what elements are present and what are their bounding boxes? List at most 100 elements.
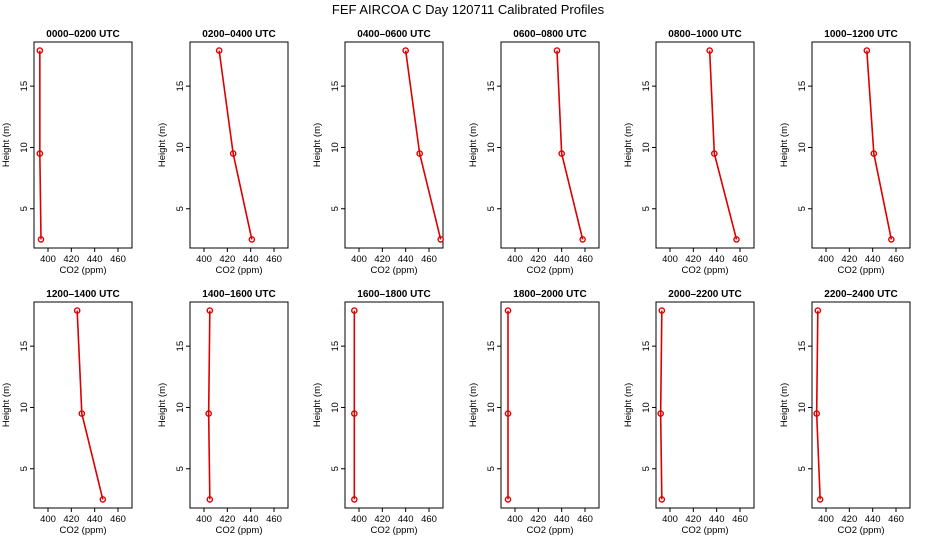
y-axis-label: Height (m)	[779, 383, 790, 427]
panel-title: 2200–2400 UTC	[824, 289, 897, 300]
x-tick-label: 420	[219, 514, 235, 525]
profile-point	[657, 410, 664, 417]
x-tick-label: 440	[398, 254, 414, 265]
y-tick-label: 5	[486, 206, 497, 211]
x-tick-label: 420	[685, 254, 701, 265]
x-tick-label: 400	[662, 254, 678, 265]
x-axis-label: CO2 (ppm)	[216, 525, 263, 536]
profile-point	[863, 47, 871, 54]
x-tick-label: 460	[266, 514, 282, 525]
profile-panel: 0000–0200 UTC 400 420 440 460 5 10 15 CO2 (ppm) H…	[1, 29, 133, 276]
y-tick-label: 5	[330, 206, 341, 211]
y-tick-label: 5	[797, 206, 808, 211]
x-tick-label: 420	[374, 254, 390, 265]
x-tick-label: 460	[888, 514, 904, 525]
profile-point	[37, 236, 45, 243]
profile-panel: 0200–0400 UTC 400 420 440 460 5 10 15 CO2 (ppm) H…	[157, 29, 289, 276]
panel-title: 1600–1800 UTC	[357, 289, 430, 300]
y-tick-label: 15	[19, 81, 30, 92]
profile-point	[816, 496, 824, 503]
y-tick-label: 5	[175, 206, 186, 211]
profile-point	[504, 410, 512, 417]
profile-point	[437, 236, 444, 243]
plot-frame	[655, 301, 755, 509]
x-tick-label: 420	[63, 254, 79, 265]
x-tick-label: 420	[841, 514, 857, 525]
x-tick-label: 400	[40, 254, 56, 265]
y-tick-label: 10	[19, 142, 30, 153]
plot-frame	[655, 41, 755, 249]
y-tick-label: 15	[797, 341, 808, 352]
x-tick-label: 460	[577, 254, 593, 265]
x-tick-label: 460	[110, 254, 126, 265]
y-tick-label: 15	[486, 341, 497, 352]
x-axis-label: CO2 (ppm)	[527, 525, 574, 536]
y-tick-label: 10	[797, 402, 808, 413]
panel-title: 1400–1600 UTC	[202, 289, 275, 300]
x-tick-label: 440	[87, 254, 103, 265]
y-tick-label: 5	[486, 466, 497, 471]
x-tick-label: 440	[554, 254, 570, 265]
profile-point	[658, 496, 666, 503]
y-tick-label: 15	[19, 341, 30, 352]
x-tick-label: 400	[818, 254, 834, 265]
profile-point	[248, 236, 256, 243]
y-axis-label: Height (m)	[1, 123, 12, 167]
x-tick-label: 400	[40, 514, 56, 525]
x-tick-label: 400	[507, 254, 523, 265]
panel-title: 0200–0400 UTC	[202, 29, 275, 40]
x-tick-label: 440	[709, 514, 725, 525]
x-axis-label: CO2 (ppm)	[371, 525, 418, 536]
profile-panel: 2000–2200 UTC 400 420 440 460 5 10 15 CO2 (ppm) H…	[623, 289, 755, 536]
y-axis-label: Height (m)	[312, 383, 323, 427]
x-tick-label: 420	[63, 514, 79, 525]
x-tick-label: 460	[421, 514, 437, 525]
x-axis-label: CO2 (ppm)	[216, 265, 263, 276]
profile-panel: 1200–1400 UTC 400 420 440 460 5 10 15 CO2 (ppm) H…	[1, 289, 133, 536]
profile-panel: 1800–2000 UTC 400 420 440 460 5 10 15 CO2 (ppm) H…	[468, 289, 600, 536]
plot-frame	[811, 301, 911, 509]
profile-line	[218, 50, 253, 240]
x-axis-label: CO2 (ppm)	[371, 265, 418, 276]
x-tick-label: 460	[266, 254, 282, 265]
x-tick-label: 440	[243, 514, 259, 525]
y-tick-label: 5	[641, 466, 652, 471]
y-axis-label: Height (m)	[468, 123, 479, 167]
x-tick-label: 460	[577, 514, 593, 525]
panel-title: 1200–1400 UTC	[46, 289, 119, 300]
y-tick-label: 15	[175, 81, 186, 92]
x-tick-label: 460	[888, 254, 904, 265]
panel-title: 1800–2000 UTC	[513, 289, 586, 300]
x-tick-label: 440	[243, 254, 259, 265]
panel-title: 0600–0800 UTC	[513, 29, 586, 40]
plot-frame	[344, 41, 444, 249]
profile-point	[733, 236, 740, 243]
y-tick-label: 15	[797, 81, 808, 92]
y-axis-label: Height (m)	[1, 383, 12, 427]
profile-point	[351, 410, 358, 417]
y-tick-label: 10	[330, 402, 341, 413]
plot-frame	[189, 301, 289, 509]
profile-panel: 1600–1800 UTC 400 420 440 460 5 10 15 CO2 (ppm) H…	[312, 289, 444, 536]
plot-frame	[344, 301, 444, 509]
x-tick-label: 440	[709, 254, 725, 265]
y-tick-label: 10	[175, 142, 186, 153]
y-tick-label: 5	[19, 466, 30, 471]
x-tick-label: 420	[219, 254, 235, 265]
x-tick-label: 400	[196, 254, 212, 265]
profile-point	[814, 307, 822, 314]
profile-point	[888, 236, 895, 243]
profile-panel: 0600–0800 UTC 400 420 440 460 5 10 15 CO2 (ppm) H…	[468, 29, 600, 276]
profile-point	[870, 150, 878, 157]
profile-point	[206, 496, 214, 503]
x-tick-label: 420	[841, 254, 857, 265]
plot-frame	[33, 41, 133, 249]
profile-point	[206, 307, 214, 314]
profile-line	[404, 50, 442, 240]
y-axis-label: Height (m)	[157, 123, 168, 167]
x-axis-label: CO2 (ppm)	[838, 525, 885, 536]
profile-point	[36, 47, 44, 54]
profile-point	[813, 410, 820, 417]
y-tick-label: 10	[175, 402, 186, 413]
plot-frame	[500, 41, 600, 249]
